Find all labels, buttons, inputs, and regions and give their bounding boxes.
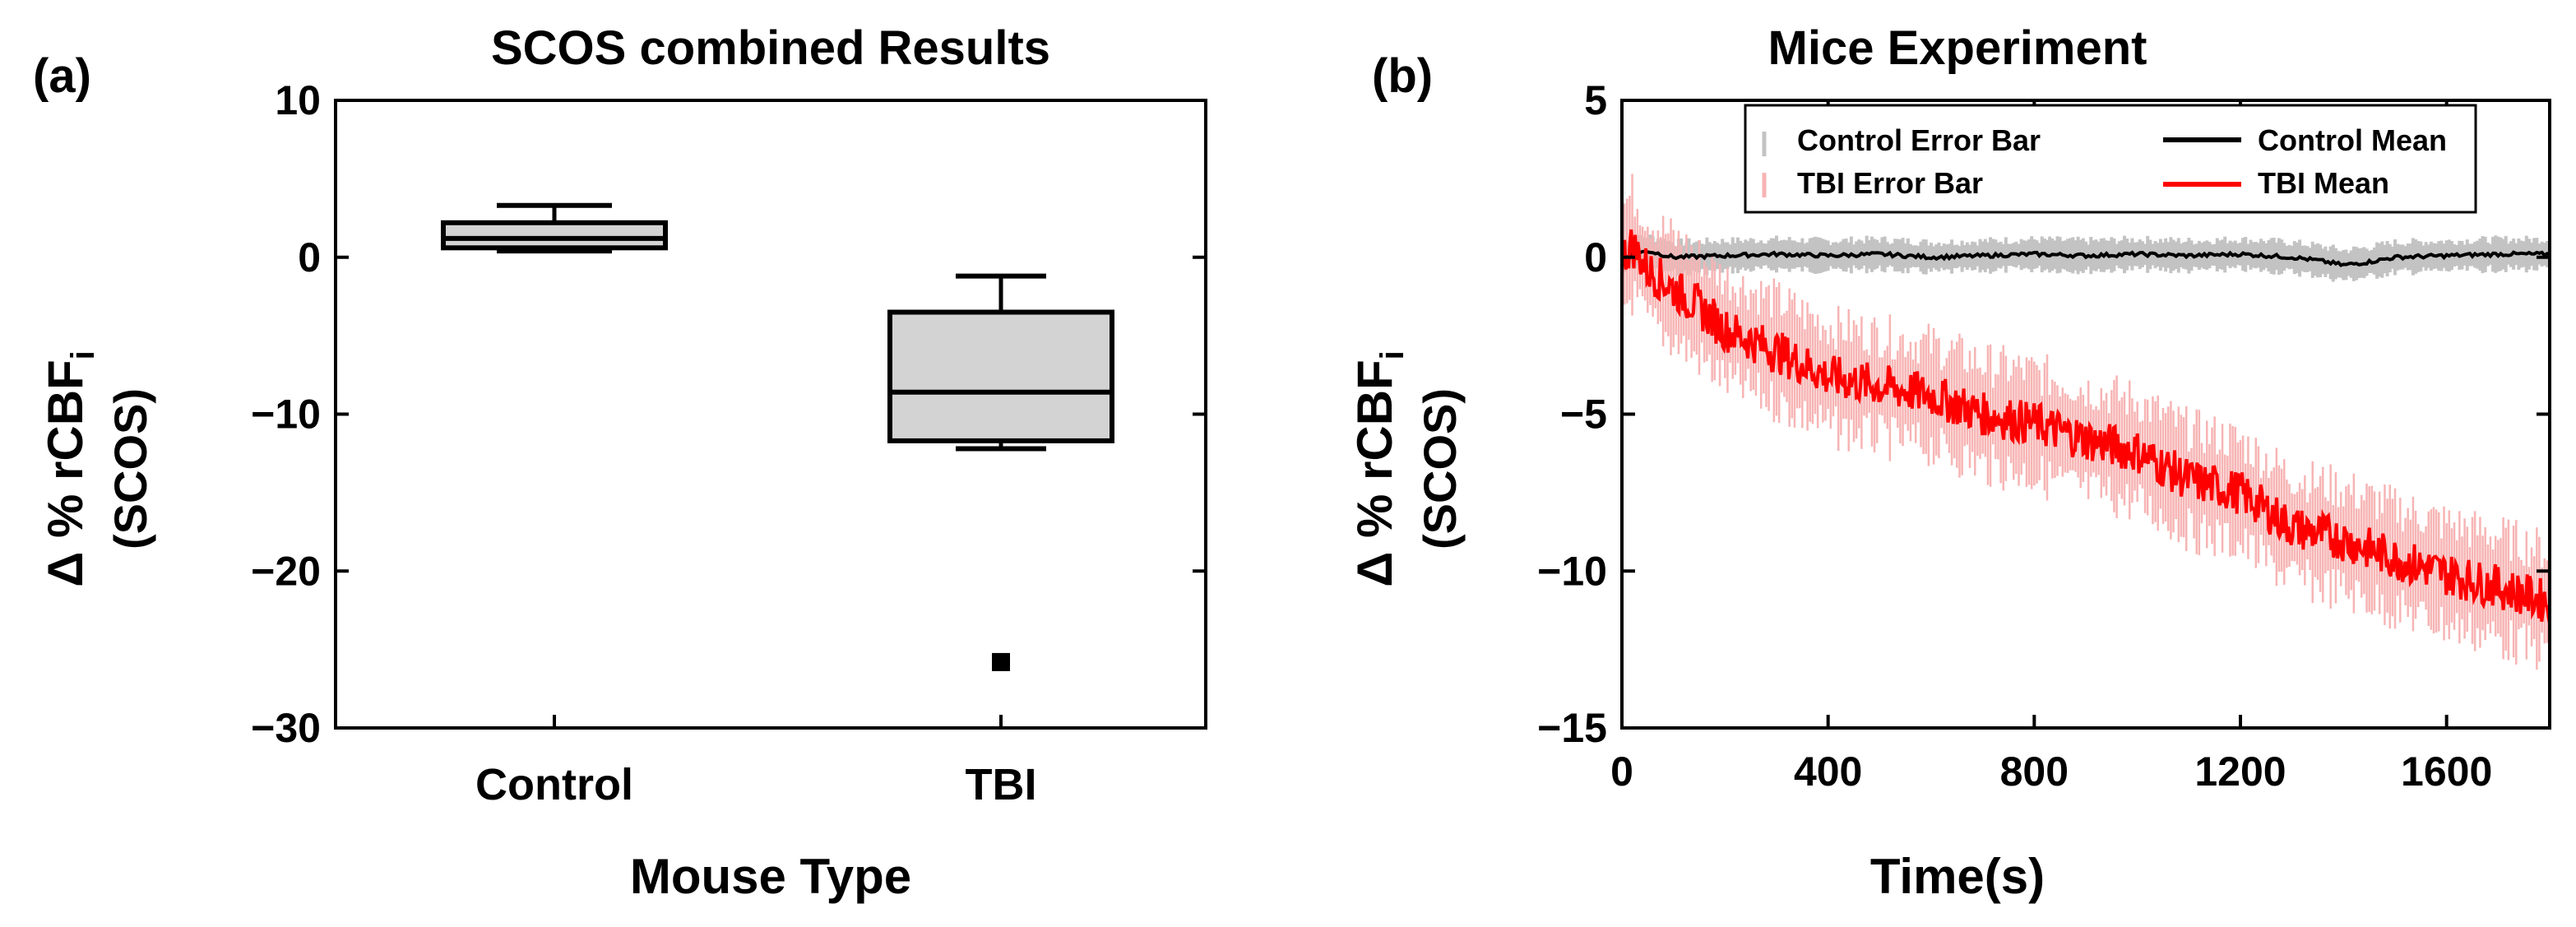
panel-a-ytick-label: −30	[251, 705, 321, 751]
panel-b-ytick-label: 0	[1584, 234, 1607, 280]
panel-a-xtick-label: Control	[475, 760, 633, 809]
panel-b-xtick-label: 1600	[2401, 749, 2492, 795]
panel-b-ytick-label: −10	[1537, 548, 1607, 594]
panel-b-xlabel: Time(s)	[1870, 849, 2045, 904]
legend-label-tbi-mean: TBI Mean	[2258, 166, 2389, 200]
panel-b-ylabel-main: Δ % rCBF	[1347, 359, 1402, 586]
legend-box	[1744, 104, 2477, 214]
panel-b-series	[1620, 229, 2551, 623]
legend-label-control-mean: Control Mean	[2258, 123, 2447, 157]
panel-b-label: (b)	[1372, 49, 1433, 103]
panel-b: (b) Mice Experiment 50−5−10−150 400 800 120…	[1347, 21, 2551, 904]
tbi-mean-line	[1620, 229, 2551, 623]
panel-a-ytick-label: −20	[251, 548, 321, 594]
box-body	[887, 309, 1114, 443]
panel-b-ylabel-sub: i	[1374, 350, 1411, 359]
panel-b-legend: Control Error Bar Control Mean TBI Error…	[1744, 104, 2477, 214]
panel-a-boxes	[441, 202, 1114, 671]
panel-b-ytick-label: −5	[1560, 392, 1607, 438]
panel-b-ytick-label: 5	[1584, 77, 1607, 123]
panel-a-ytick-label: 10	[275, 77, 321, 123]
panel-a-ylabel-sub: i	[65, 350, 101, 359]
panel-b-xtick-label: 1200	[2194, 749, 2286, 795]
panel-a-label: (a)	[33, 49, 91, 103]
panel-b-error-bands	[1620, 174, 2551, 670]
legend-label-control-error: Control Error Bar	[1797, 123, 2041, 157]
panel-a-title: SCOS combined Results	[491, 21, 1050, 75]
panel-b-xtick-label: 400	[1794, 749, 1862, 795]
panel-b-ytick-label: −15	[1537, 705, 1607, 751]
box-outlier	[992, 652, 1010, 671]
panel-b-xtick-label: 800	[2000, 749, 2069, 795]
panel-a: (a) SCOS combined Results 10 0 −10 −20 −30 Co…	[33, 21, 1207, 904]
panel-a-xtick-label: TBI	[966, 760, 1037, 809]
panel-b-title: Mice Experiment	[1768, 21, 2147, 75]
panel-b-ticks: 50−5−10−150 400 800 1200 1600	[1537, 77, 2550, 795]
panel-a-xlabel: Mouse Type	[630, 849, 911, 904]
panel-a-ylabel-unit: (SCOS)	[104, 388, 156, 549]
control-mean-line	[1621, 249, 2551, 267]
panel-a-ylabel-main: Δ % rCBF	[38, 359, 93, 586]
panel-b-ylabel: Δ % rCBFi	[1347, 350, 1411, 587]
panel-b-xtick-label: 0	[1610, 749, 1633, 795]
panel-b-ylabel-unit: (SCOS)	[1414, 388, 1466, 549]
panel-a-ylabel: Δ % rCBFi	[38, 350, 101, 587]
panel-a-ytick-label: −10	[251, 392, 321, 438]
legend-label-tbi-error: TBI Error Bar	[1797, 166, 1983, 200]
box-body	[441, 220, 668, 251]
panel-a-ytick-label: 0	[298, 234, 321, 280]
panel-a-ticks: 10 0 −10 −20 −30 Control TBI	[251, 77, 1206, 809]
